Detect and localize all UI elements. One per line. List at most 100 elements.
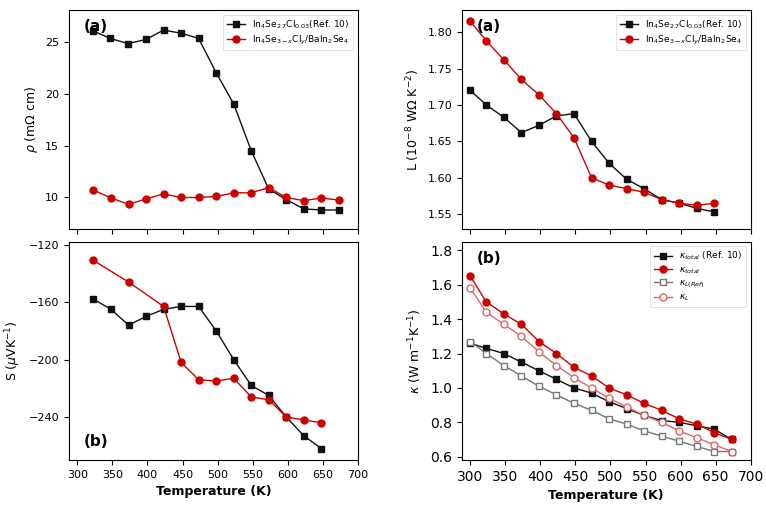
In$_4$Se$_{2.7}$Cl$_{0.03}$(Ref. 10) — [657, 196, 666, 203]
$\kappa_L$ — [692, 435, 702, 441]
$\kappa_{total}$ — [517, 321, 526, 327]
$\kappa_{total}$ (Ref. 10) — [727, 436, 736, 443]
In$_4$Se$_{3-x}$Cl$_y$/BaIn$_2$Se$_4$ — [640, 189, 649, 195]
In$_4$Se$_{3-x}$Cl$_y$/BaIn$_2$Se$_4$ — [692, 202, 702, 208]
In$_4$Se$_{3-x}$Cl$_y$/BaIn$_2$Se$_4$ — [89, 187, 98, 193]
In$_4$Se$_{2.7}$Cl$_{0.03}$(Ref. 10) — [123, 40, 133, 47]
In$_4$Se$_{2.7}$Cl$_{0.03}$(Ref. 10) — [569, 111, 578, 117]
Legend: $\kappa_{total}$ (Ref. 10), $\kappa_{total}$, $\kappa_{L(Ref)}$, $\kappa_L$: $\kappa_{total}$ (Ref. 10), $\kappa_{tot… — [650, 246, 746, 307]
$\kappa_L$ — [640, 413, 649, 419]
In$_4$Se$_{2.7}$Cl$_{0.03}$(Ref. 10) — [692, 205, 702, 211]
Line: $\kappa_{L(Ref)}$: $\kappa_{L(Ref)}$ — [466, 338, 735, 455]
$\kappa_{total}$ (Ref. 10) — [517, 359, 526, 365]
In$_4$Se$_{2.7}$Cl$_{0.03}$(Ref. 10) — [247, 147, 256, 154]
In$_4$Se$_{2.7}$Cl$_{0.03}$(Ref. 10) — [675, 200, 684, 206]
In$_4$Se$_{3-x}$Cl$_y$/BaIn$_2$Se$_4$ — [264, 185, 273, 191]
In$_4$Se$_{2.7}$Cl$_{0.03}$(Ref. 10) — [300, 206, 309, 212]
In$_4$Se$_{3-x}$Cl$_y$/BaIn$_2$Se$_4$ — [194, 194, 203, 201]
$\kappa_{total}$ — [499, 311, 509, 317]
$\kappa_{total}$ (Ref. 10) — [535, 368, 544, 374]
Y-axis label: S ($\mu$VK$^{-1}$): S ($\mu$VK$^{-1}$) — [3, 321, 23, 382]
$\kappa_{total}$ — [587, 373, 596, 379]
Line: In$_4$Se$_{2.7}$Cl$_{0.03}$(Ref. 10): In$_4$Se$_{2.7}$Cl$_{0.03}$(Ref. 10) — [90, 26, 342, 214]
In$_4$Se$_{2.7}$Cl$_{0.03}$(Ref. 10) — [482, 102, 491, 108]
Y-axis label: $\kappa$ (W m$^{-1}$K$^{-1}$): $\kappa$ (W m$^{-1}$K$^{-1}$) — [407, 308, 424, 394]
In$_4$Se$_{3-x}$Cl$_y$/BaIn$_2$Se$_4$ — [124, 201, 133, 207]
$\kappa_{total}$ — [535, 339, 544, 345]
Y-axis label: L (10$^{-8}$ W$\Omega$ K$^{-2}$): L (10$^{-8}$ W$\Omega$ K$^{-2}$) — [404, 68, 422, 171]
In$_4$Se$_{3-x}$Cl$_y$/BaIn$_2$Se$_4$ — [247, 190, 256, 196]
$\kappa_{L(Ref)}$ — [569, 400, 578, 406]
$\kappa_L$ — [604, 395, 614, 401]
In$_4$Se$_{2.7}$Cl$_{0.03}$(Ref. 10) — [229, 101, 238, 107]
Text: (b): (b) — [476, 251, 501, 266]
$\kappa_L$ — [552, 362, 561, 369]
$\kappa_L$ — [727, 448, 736, 454]
$\kappa_{L(Ref)}$ — [466, 339, 475, 345]
$\kappa_{total}$ (Ref. 10) — [466, 340, 475, 346]
$\kappa_{L(Ref)}$ — [640, 428, 649, 434]
$\kappa_L$ — [535, 348, 544, 355]
$\kappa_{total}$ — [622, 392, 631, 398]
In$_4$Se$_{3-x}$Cl$_y$/BaIn$_2$Se$_4$ — [604, 182, 614, 188]
Line: $\kappa_{total}$ (Ref. 10): $\kappa_{total}$ (Ref. 10) — [466, 340, 735, 443]
Text: (b): (b) — [83, 434, 108, 449]
In$_4$Se$_{2.7}$Cl$_{0.03}$(Ref. 10) — [517, 130, 526, 136]
$\kappa_{L(Ref)}$ — [675, 438, 684, 444]
$\kappa_{total}$ (Ref. 10) — [675, 419, 684, 425]
$\kappa_{total}$ — [552, 351, 561, 357]
$\kappa_{total}$ (Ref. 10) — [709, 426, 719, 432]
$\kappa_{total}$ (Ref. 10) — [657, 418, 666, 424]
In$_4$Se$_{2.7}$Cl$_{0.03}$(Ref. 10) — [640, 186, 649, 192]
Line: In$_4$Se$_{2.7}$Cl$_{0.03}$(Ref. 10): In$_4$Se$_{2.7}$Cl$_{0.03}$(Ref. 10) — [466, 87, 718, 216]
$\kappa_{L(Ref)}$ — [499, 362, 509, 369]
In$_4$Se$_{3-x}$Cl$_y$/BaIn$_2$Se$_4$ — [466, 18, 475, 24]
In$_4$Se$_{2.7}$Cl$_{0.03}$(Ref. 10) — [194, 35, 203, 41]
Line: $\kappa_L$: $\kappa_L$ — [466, 285, 735, 455]
In$_4$Se$_{3-x}$Cl$_y$/BaIn$_2$Se$_4$ — [106, 195, 116, 201]
$\kappa_{total}$ (Ref. 10) — [604, 399, 614, 405]
In$_4$Se$_{2.7}$Cl$_{0.03}$(Ref. 10) — [622, 176, 631, 183]
In$_4$Se$_{2.7}$Cl$_{0.03}$(Ref. 10) — [466, 87, 475, 94]
In$_4$Se$_{2.7}$Cl$_{0.03}$(Ref. 10) — [211, 70, 221, 76]
In$_4$Se$_{3-x}$Cl$_y$/BaIn$_2$Se$_4$ — [159, 191, 169, 197]
In$_4$Se$_{2.7}$Cl$_{0.03}$(Ref. 10) — [159, 27, 169, 33]
Y-axis label: $\rho$ (m$\Omega$ cm): $\rho$ (m$\Omega$ cm) — [22, 86, 40, 153]
Legend: In$_4$Se$_{2.7}$Cl$_{0.03}$(Ref. 10), In$_4$Se$_{3-x}$Cl$_y$/BaIn$_2$Se$_4$: In$_4$Se$_{2.7}$Cl$_{0.03}$(Ref. 10), In… — [617, 15, 746, 50]
In$_4$Se$_{3-x}$Cl$_y$/BaIn$_2$Se$_4$ — [482, 38, 491, 44]
In$_4$Se$_{3-x}$Cl$_y$/BaIn$_2$Se$_4$ — [709, 200, 719, 206]
$\kappa_{L(Ref)}$ — [657, 433, 666, 439]
In$_4$Se$_{3-x}$Cl$_y$/BaIn$_2$Se$_4$ — [675, 200, 684, 206]
$\kappa_{total}$ — [466, 273, 475, 279]
In$_4$Se$_{3-x}$Cl$_y$/BaIn$_2$Se$_4$ — [587, 175, 596, 181]
In$_4$Se$_{2.7}$Cl$_{0.03}$(Ref. 10) — [89, 28, 98, 34]
Line: $\kappa_{total}$: $\kappa_{total}$ — [466, 272, 735, 443]
Legend: In$_4$Se$_{2.7}$Cl$_{0.03}$(Ref. 10), In$_4$Se$_{3-x}$Cl$_y$/BaIn$_2$Se$_4$: In$_4$Se$_{2.7}$Cl$_{0.03}$(Ref. 10), In… — [224, 15, 353, 50]
In$_4$Se$_{3-x}$Cl$_y$/BaIn$_2$Se$_4$ — [622, 186, 631, 192]
$\kappa_{total}$ (Ref. 10) — [569, 385, 578, 391]
In$_4$Se$_{2.7}$Cl$_{0.03}$(Ref. 10) — [499, 114, 509, 120]
In$_4$Se$_{3-x}$Cl$_y$/BaIn$_2$Se$_4$ — [229, 190, 238, 196]
$\kappa_{L(Ref)}$ — [692, 443, 702, 449]
In$_4$Se$_{2.7}$Cl$_{0.03}$(Ref. 10) — [264, 186, 273, 192]
In$_4$Se$_{3-x}$Cl$_y$/BaIn$_2$Se$_4$ — [142, 196, 151, 202]
In$_4$Se$_{2.7}$Cl$_{0.03}$(Ref. 10) — [106, 35, 115, 41]
$\kappa_{total}$ — [657, 407, 666, 414]
$\kappa_L$ — [499, 321, 509, 327]
$\kappa_L$ — [569, 374, 578, 381]
$\kappa_{L(Ref)}$ — [727, 448, 736, 454]
$\kappa_L$ — [587, 385, 596, 391]
In$_4$Se$_{2.7}$Cl$_{0.03}$(Ref. 10) — [587, 138, 596, 144]
$\kappa_L$ — [657, 419, 666, 425]
$\kappa_L$ — [517, 333, 526, 340]
$\kappa_{L(Ref)}$ — [587, 407, 596, 414]
In$_4$Se$_{2.7}$Cl$_{0.03}$(Ref. 10) — [176, 30, 185, 36]
$\kappa_{L(Ref)}$ — [622, 421, 631, 427]
$\kappa_{total}$ (Ref. 10) — [482, 345, 491, 352]
In$_4$Se$_{2.7}$Cl$_{0.03}$(Ref. 10) — [604, 160, 614, 166]
$\kappa_{total}$ — [640, 400, 649, 406]
$\kappa_{L(Ref)}$ — [552, 392, 561, 398]
$\kappa_{L(Ref)}$ — [604, 416, 614, 422]
$\kappa_{L(Ref)}$ — [709, 448, 719, 454]
$\kappa_{total}$ — [482, 299, 491, 305]
